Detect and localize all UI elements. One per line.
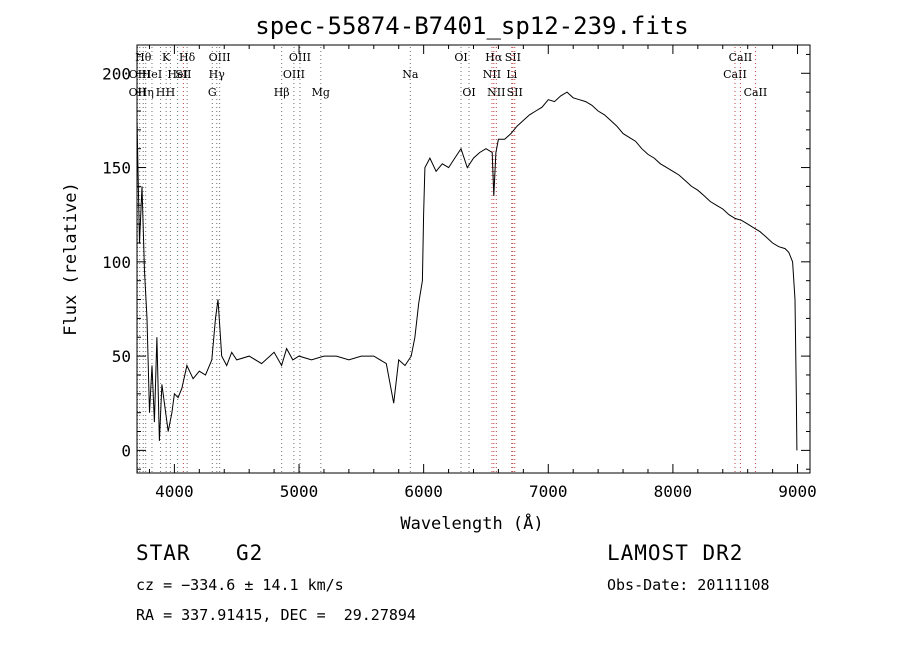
- obs-date: Obs-Date: 20111108: [607, 576, 770, 594]
- line-marker-label-18: Na: [402, 68, 419, 81]
- line-marker-label-2: Hθ: [135, 51, 152, 64]
- line-marker-label-6: K: [162, 51, 171, 64]
- line-marker-label-4: HeI: [142, 68, 162, 81]
- x-axis-label: Wavelength (Å): [400, 512, 543, 534]
- line-marker-label-27: CaII: [723, 68, 747, 81]
- x-tick-label-0: 4000: [155, 482, 194, 501]
- line-marker-label-15: OIII: [283, 68, 305, 81]
- x-tick-label-5: 9000: [778, 482, 817, 501]
- line-marker-label-23: NII: [487, 86, 505, 99]
- line-marker-label-26: SII: [507, 86, 523, 99]
- coordinates: RA = 337.91415, DEC = 29.27894: [136, 606, 416, 624]
- line-marker-label-25: SII: [505, 51, 521, 64]
- line-marker-label-9: SII: [175, 68, 191, 81]
- data-layer: [136, 91, 798, 451]
- line-marker-label-8: HeI: [167, 68, 187, 81]
- line-marker-label-20: OI: [462, 86, 475, 99]
- object-class: STAR: [136, 541, 191, 565]
- y-axis-label: Flux (relative): [61, 182, 81, 336]
- x-tick-label-1: 5000: [280, 482, 319, 501]
- line-markers: OIIOIIIHθHηHeIHKHHeISIIHδGHγOIIIHβOIIIOI…: [129, 47, 768, 472]
- chart-title: spec-55874-B7401_sp12-239.fits: [255, 12, 688, 40]
- line-marker-label-11: G: [208, 86, 217, 99]
- y-tick-label-2: 100: [102, 253, 131, 272]
- y-tick-label-3: 150: [102, 159, 131, 178]
- x-tick-label-3: 7000: [529, 482, 568, 501]
- line-marker-label-29: CaII: [744, 86, 768, 99]
- line-marker-label-5: H: [156, 86, 166, 99]
- line-marker-label-21: NII: [483, 68, 501, 81]
- line-marker-label-13: OIII: [209, 51, 231, 64]
- x-tick-label-2: 6000: [404, 482, 443, 501]
- x-tick-label-4: 8000: [654, 482, 693, 501]
- axis-ticks: 4000 5000 6000 7000 8000 9000 0 50 100 150 200: [102, 45, 817, 501]
- line-marker-label-10: Hδ: [179, 51, 196, 64]
- line-marker-label-3: Hη: [138, 86, 154, 99]
- line-marker-label-7: H: [166, 86, 176, 99]
- line-marker-label-14: Hβ: [274, 86, 290, 99]
- line-marker-label-22: Hα: [485, 51, 503, 64]
- survey-name: LAMOST DR2: [607, 541, 744, 565]
- line-marker-label-28: CaII: [729, 51, 753, 64]
- line-marker-label-17: Mg: [312, 86, 330, 99]
- line-marker-label-24: Li: [506, 68, 517, 81]
- subclass: G2: [236, 541, 264, 565]
- spectrum-line-0: [136, 91, 798, 451]
- y-tick-label-1: 50: [112, 347, 131, 366]
- line-marker-label-16: OIII: [289, 51, 311, 64]
- redshift-readout: cz = −334.6 ± 14.1 km/s: [136, 576, 344, 594]
- y-tick-label-4: 200: [102, 64, 131, 83]
- plot-frame: [136, 44, 811, 474]
- line-marker-label-12: Hγ: [209, 68, 226, 81]
- y-tick-label-0: 0: [121, 441, 131, 460]
- line-marker-label-19: OI: [454, 51, 467, 64]
